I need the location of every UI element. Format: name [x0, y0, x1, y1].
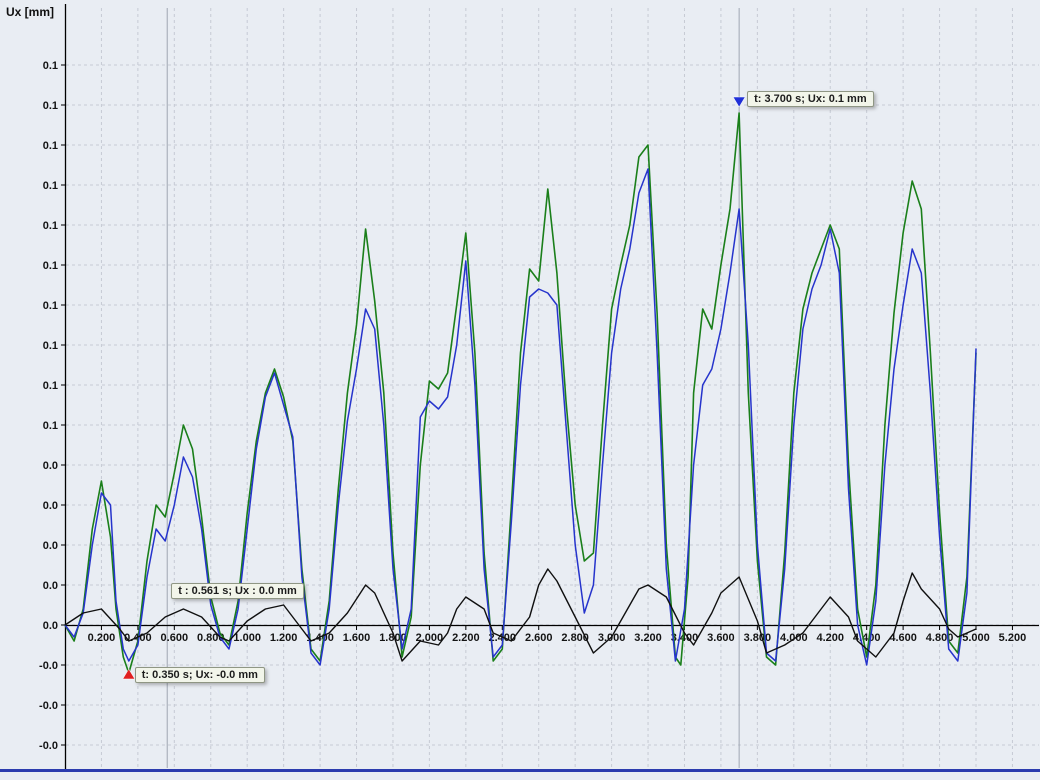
- annotation-box-cursor[interactable]: t : 0.561 s; Ux : 0.0 mm: [171, 583, 304, 599]
- svg-text:4.800: 4.800: [926, 632, 954, 644]
- svg-text:0.1: 0.1: [43, 180, 58, 192]
- svg-text:0.1: 0.1: [43, 340, 58, 352]
- svg-text:0.1: 0.1: [43, 100, 58, 112]
- svg-text:3.600: 3.600: [707, 632, 735, 644]
- svg-text:2.600: 2.600: [525, 632, 553, 644]
- svg-text:4.000: 4.000: [780, 632, 808, 644]
- svg-text:1.000: 1.000: [233, 632, 261, 644]
- svg-text:3.800: 3.800: [744, 632, 772, 644]
- svg-text:4.200: 4.200: [816, 632, 844, 644]
- y-axis-title: Ux [mm]: [6, 5, 55, 19]
- svg-text:-0.0: -0.0: [39, 700, 58, 712]
- svg-text:-0.0: -0.0: [39, 740, 58, 752]
- svg-text:0.0: 0.0: [43, 620, 58, 632]
- svg-text:0.0: 0.0: [43, 460, 58, 472]
- svg-text:4.600: 4.600: [889, 632, 917, 644]
- svg-text:-0.0: -0.0: [39, 660, 58, 672]
- svg-text:0.0: 0.0: [43, 540, 58, 552]
- svg-text:1.600: 1.600: [343, 632, 371, 644]
- svg-text:2.200: 2.200: [452, 632, 480, 644]
- svg-text:0.1: 0.1: [43, 300, 58, 312]
- svg-text:0.1: 0.1: [43, 60, 58, 72]
- annotation-box-min[interactable]: t: 0.350 s; Ux: -0.0 mm: [134, 667, 265, 683]
- svg-text:0.600: 0.600: [161, 632, 189, 644]
- svg-text:3.000: 3.000: [598, 632, 626, 644]
- svg-text:0.0: 0.0: [43, 500, 58, 512]
- svg-text:0.1: 0.1: [43, 380, 58, 392]
- marker-triangle-up: [122, 668, 136, 680]
- svg-text:0.1: 0.1: [43, 420, 58, 432]
- svg-text:5.000: 5.000: [962, 632, 990, 644]
- window-bottom-bar: [0, 769, 1040, 772]
- grid-lines: [66, 8, 1039, 768]
- svg-text:2.800: 2.800: [561, 632, 589, 644]
- svg-text:3.200: 3.200: [634, 632, 662, 644]
- svg-text:5.200: 5.200: [999, 632, 1027, 644]
- svg-text:0.200: 0.200: [88, 632, 116, 644]
- svg-text:0.1: 0.1: [43, 220, 58, 232]
- svg-text:1.400: 1.400: [306, 632, 334, 644]
- svg-text:0.1: 0.1: [43, 260, 58, 272]
- annotation-box-max[interactable]: t: 3.700 s; Ux: 0.1 mm: [747, 91, 874, 107]
- svg-text:0.1: 0.1: [43, 140, 58, 152]
- svg-text:1.200: 1.200: [270, 632, 298, 644]
- svg-text:0.0: 0.0: [43, 580, 58, 592]
- series-black: [64, 568, 977, 662]
- marker-triangle-down: [732, 96, 746, 108]
